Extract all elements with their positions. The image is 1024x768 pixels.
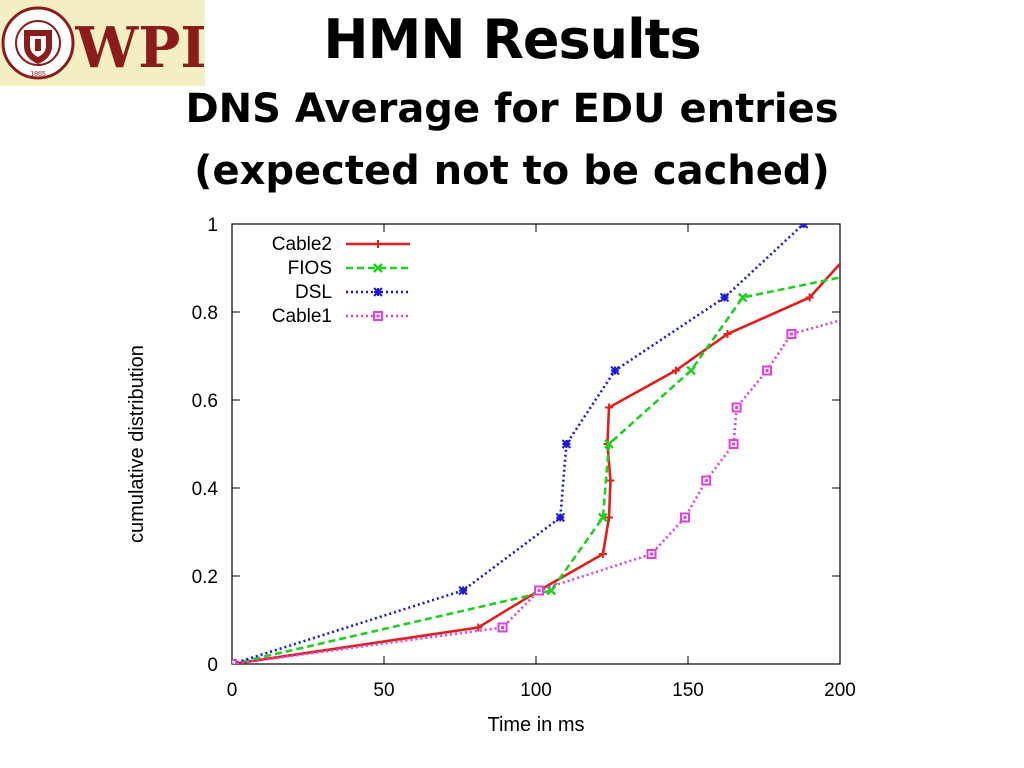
y-axis-label: cumulative distribution [126, 345, 148, 543]
legend-item-dsl: DSL [295, 282, 410, 303]
y-tick-label: 0.8 [192, 303, 218, 324]
data-point [686, 365, 696, 376]
data-point [719, 292, 730, 303]
legend-label: DSL [295, 282, 332, 303]
wpi-logo: 1865 WPI [0, 0, 205, 86]
legend-marker [373, 287, 383, 297]
data-point [786, 329, 797, 339]
x-tick-label: 200 [824, 680, 856, 701]
chart-axes: 0 50 100 150 200 0 0.2 0.4 0.6 0.8 1 Time in ms cumu… [126, 215, 856, 736]
x-tick-label: 150 [672, 680, 704, 701]
data-point [232, 659, 237, 664]
wpi-seal-logo-icon: 1865 WPI [0, 0, 205, 86]
data-point [671, 366, 680, 375]
y-tick-label: 0.2 [192, 567, 218, 588]
data-point [731, 402, 742, 413]
series-line-cable2 [232, 261, 840, 664]
data-point [679, 512, 690, 523]
legend-marker [373, 263, 383, 273]
data-point [606, 476, 615, 485]
series-fios [232, 276, 840, 664]
data-point [458, 585, 468, 596]
data-point [701, 475, 712, 486]
data-point [497, 622, 508, 633]
data-point [561, 439, 572, 449]
y-tick-label: 0.4 [192, 479, 219, 500]
y-tick-label: 0 [207, 655, 218, 676]
data-point [546, 585, 557, 596]
legend-marker [373, 311, 383, 321]
slide-title: HMN Results [323, 8, 701, 71]
data-point [798, 224, 809, 229]
wpi-logo-text: WPI [74, 15, 205, 81]
data-point [723, 330, 732, 338]
data-point [598, 550, 607, 558]
data-point [555, 512, 566, 523]
x-tick-label: 50 [373, 680, 394, 701]
series-line-fios [232, 276, 840, 664]
chart-series [232, 224, 840, 664]
legend-label: FIOS [288, 258, 332, 279]
legend-item-cable2: Cable2 [272, 234, 410, 255]
data-point [534, 585, 545, 596]
legend-marker [374, 240, 382, 248]
legend-item-fios: FIOS [288, 258, 410, 279]
legend-label: Cable1 [272, 306, 332, 327]
data-point [762, 365, 773, 376]
data-point [597, 512, 608, 523]
data-point [604, 513, 613, 522]
data-point [737, 292, 748, 303]
data-point [646, 549, 657, 559]
x-axis-label: Time in ms [487, 714, 584, 736]
data-point [604, 403, 613, 412]
y-tick-label: 0.6 [192, 391, 218, 412]
legend-item-cable1: Cable1 [272, 306, 410, 327]
chart-legend: Cable2 FIOS DSL Cable1 [272, 234, 410, 327]
data-point [474, 623, 483, 632]
slide-subtitle-line2: (expected not to be cached) [194, 148, 830, 194]
seal-year: 1865 [30, 71, 46, 78]
series-dsl [232, 224, 809, 664]
series-line-cable1 [232, 319, 840, 664]
y-tick-label: 1 [207, 215, 218, 236]
data-point [604, 439, 614, 449]
data-point [805, 293, 814, 302]
x-tick-label: 0 [227, 680, 238, 701]
x-tick-label: 100 [520, 680, 552, 701]
data-point [610, 365, 620, 376]
data-point [728, 439, 739, 449]
series-cable2 [232, 261, 840, 664]
series-cable1 [232, 319, 840, 664]
slide-subtitle-line1: DNS Average for EDU entries [185, 86, 839, 132]
legend-label: Cable2 [272, 234, 332, 255]
